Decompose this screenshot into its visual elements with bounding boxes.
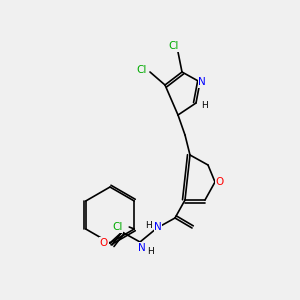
Text: N: N [198, 77, 206, 87]
Text: O: O [216, 177, 224, 187]
Text: H: H [201, 101, 207, 110]
Text: O: O [100, 238, 108, 248]
Text: Cl: Cl [137, 65, 147, 75]
Text: Cl: Cl [169, 41, 179, 51]
Text: Cl: Cl [112, 222, 122, 232]
Text: N: N [138, 243, 146, 253]
Text: H: H [146, 220, 152, 230]
Text: N: N [154, 222, 162, 232]
Text: H: H [148, 248, 154, 256]
